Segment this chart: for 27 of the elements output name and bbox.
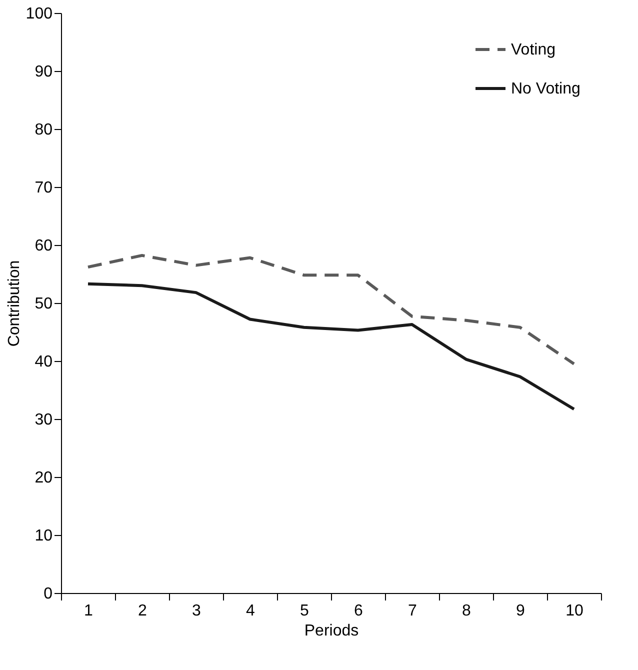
x-tick-label: 2 xyxy=(138,602,148,620)
x-tick-label: 5 xyxy=(300,602,310,620)
y-tick-label: 10 xyxy=(34,528,53,544)
line-series xyxy=(86,254,576,366)
y-tick-label: 30 xyxy=(34,412,53,428)
x-axis-title: Periods xyxy=(304,622,359,640)
y-tick-label: 70 xyxy=(34,180,53,196)
y-tick-label: 100 xyxy=(26,6,53,22)
y-tick-label: 50 xyxy=(34,296,53,312)
line-series xyxy=(86,282,576,411)
x-tick-label: 9 xyxy=(516,602,526,620)
y-tick-label: 0 xyxy=(44,586,53,602)
x-tick-label: 7 xyxy=(408,602,418,620)
y-tick-label: 40 xyxy=(34,354,53,370)
y-tick-label: 20 xyxy=(34,470,53,486)
x-tick-label: 8 xyxy=(462,602,472,620)
x-tick-label: 10 xyxy=(566,602,584,620)
y-tick-label: 80 xyxy=(34,122,53,138)
y-axis-title: Contribution xyxy=(6,260,23,347)
x-tick-label: 3 xyxy=(192,602,202,620)
y-tick-label: 60 xyxy=(34,238,53,254)
legend-label: Voting xyxy=(511,42,556,58)
x-tick-label: 1 xyxy=(84,602,94,620)
legend-label: No Voting xyxy=(511,80,580,98)
x-tick-label: 4 xyxy=(246,602,256,620)
x-tick-label: 6 xyxy=(354,602,364,620)
y-tick-label: 90 xyxy=(34,64,53,80)
